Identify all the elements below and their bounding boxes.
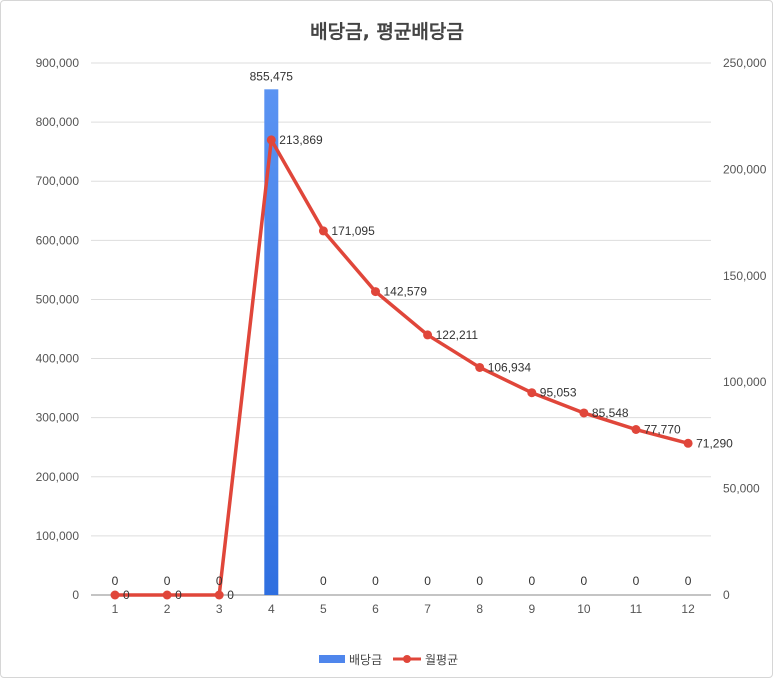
line-data-label: 77,770 <box>644 423 681 437</box>
line-point <box>683 438 693 448</box>
line-point <box>318 226 328 236</box>
left-tick-label: 900,000 <box>36 56 80 70</box>
line-point <box>162 590 172 600</box>
left-tick-label: 0 <box>72 588 79 602</box>
line-series <box>110 135 693 600</box>
x-axis-ticks: 1 2 3 4 5 6 7 8 9 10 11 12 <box>112 602 695 616</box>
x-tick-label: 10 <box>577 602 591 616</box>
right-axis-ticks: 0 50,000 100,000 150,000 200,000 250,000 <box>723 56 767 602</box>
x-tick-label: 9 <box>528 602 535 616</box>
x-tick-label: 12 <box>681 602 695 616</box>
legend: 배당금 월평균 <box>319 653 458 667</box>
bar-data-label: 0 <box>424 574 431 588</box>
right-tick-label: 150,000 <box>723 269 767 283</box>
legend-label-line: 월평균 <box>425 653 458 667</box>
line-point <box>423 330 433 340</box>
legend-swatch-marker <box>403 655 411 663</box>
left-tick-label: 500,000 <box>36 292 80 306</box>
x-tick-label: 5 <box>320 602 327 616</box>
x-tick-label: 2 <box>164 602 171 616</box>
bar-data-label: 0 <box>528 574 535 588</box>
line-point <box>631 425 641 435</box>
line-data-label: 142,579 <box>384 285 428 299</box>
right-tick-label: 0 <box>723 588 730 602</box>
bar-data-label: 0 <box>633 574 640 588</box>
legend-swatch-bar <box>319 655 345 663</box>
chart-title: 배당금, 평균배당금 <box>310 21 464 43</box>
bar-data-label: 0 <box>320 574 327 588</box>
grid-lines <box>91 62 711 596</box>
line-point <box>371 287 380 297</box>
line-data-label: 122,211 <box>436 328 479 342</box>
right-tick-label: 50,000 <box>723 482 760 496</box>
left-tick-label: 700,000 <box>36 174 80 188</box>
bar <box>264 89 279 596</box>
bar-data-label: 0 <box>372 574 379 588</box>
line-point <box>266 135 276 145</box>
bar-data-label: 855,475 <box>250 69 294 83</box>
line-point <box>110 590 120 600</box>
line-data-label: 71,290 <box>696 436 733 450</box>
line-point <box>475 362 485 372</box>
line-data-label: 85,548 <box>592 406 629 420</box>
line-point <box>527 388 537 398</box>
left-tick-label: 800,000 <box>36 115 80 129</box>
line-data-label: 0 <box>123 588 130 602</box>
x-tick-label: 3 <box>216 602 223 616</box>
left-tick-label: 600,000 <box>36 233 80 247</box>
bar-data-label: 0 <box>164 574 171 588</box>
bar-data-label: 0 <box>685 574 692 588</box>
bar-data-label: 0 <box>112 574 119 588</box>
x-tick-label: 8 <box>476 602 483 616</box>
x-tick-label: 7 <box>424 602 431 616</box>
x-tick-label: 1 <box>112 602 119 616</box>
legend-label-bar: 배당금 <box>349 653 382 667</box>
right-tick-label: 100,000 <box>723 375 767 389</box>
bar-series <box>264 89 279 596</box>
left-tick-label: 400,000 <box>36 352 80 366</box>
left-tick-label: 300,000 <box>36 411 80 425</box>
x-tick-label: 6 <box>372 602 379 616</box>
bar-data-label: 0 <box>581 574 588 588</box>
x-tick-label: 4 <box>268 602 275 616</box>
bar-data-label: 0 <box>476 574 483 588</box>
left-axis-ticks: 0 100,000 200,000 300,000 400,000 500,000 600,… <box>36 56 80 602</box>
right-tick-label: 250,000 <box>723 56 767 70</box>
line-data-label: 0 <box>175 588 182 602</box>
line-data-label: 0 <box>227 588 234 602</box>
line-point <box>579 408 589 418</box>
line-data-label: 171,095 <box>331 224 375 238</box>
left-tick-label: 100,000 <box>36 529 80 543</box>
line-data-label: 95,053 <box>540 386 577 400</box>
bar-data-label: 0 <box>216 574 223 588</box>
line-data-label: 213,869 <box>279 133 323 147</box>
line-path <box>115 138 689 597</box>
right-tick-label: 200,000 <box>723 162 767 176</box>
left-tick-label: 200,000 <box>36 470 80 484</box>
line-point <box>214 590 224 600</box>
x-tick-label: 11 <box>630 602 643 616</box>
line-data-label: 106,934 <box>488 360 532 374</box>
